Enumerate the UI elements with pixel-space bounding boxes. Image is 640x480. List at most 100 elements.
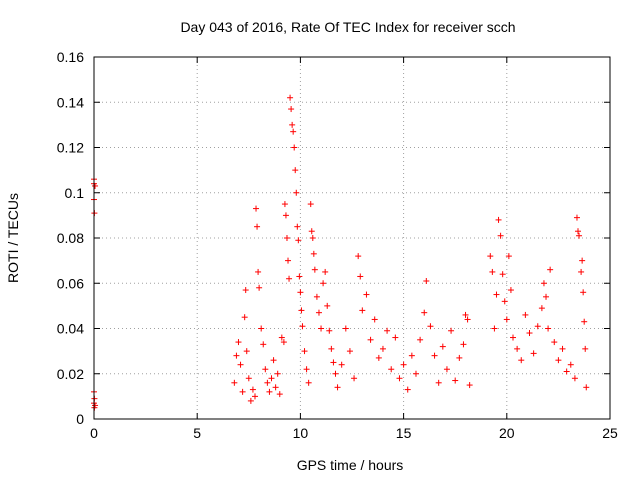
- data-point: [579, 258, 585, 264]
- x-tick-label: 10: [293, 425, 309, 441]
- data-point: [489, 269, 495, 275]
- data-point: [285, 258, 291, 264]
- data-point: [582, 346, 588, 352]
- data-point: [384, 328, 390, 334]
- data-point: [539, 305, 545, 311]
- y-tick-label: 0.1: [65, 185, 85, 201]
- data-point: [456, 355, 462, 361]
- data-point: [355, 253, 361, 259]
- data-point: [294, 224, 300, 230]
- plot-frame: [94, 57, 610, 419]
- data-point: [309, 228, 315, 234]
- data-point: [306, 380, 312, 386]
- data-point: [343, 326, 349, 332]
- data-point: [302, 348, 308, 354]
- data-point: [467, 382, 473, 388]
- chart-title: Day 043 of 2016, Rate Of TEC Index for r…: [180, 19, 515, 35]
- y-tick-label: 0.04: [57, 321, 84, 337]
- y-tick-label: 0: [76, 411, 84, 427]
- data-point: [290, 129, 296, 135]
- data-point: [282, 201, 288, 207]
- data-point: [318, 326, 324, 332]
- data-point: [260, 341, 266, 347]
- data-point: [243, 287, 249, 293]
- data-point: [535, 323, 541, 329]
- data-point: [510, 335, 516, 341]
- data-point: [256, 285, 262, 291]
- data-point: [287, 95, 293, 101]
- data-point: [269, 375, 275, 381]
- data-point: [235, 339, 241, 345]
- data-point: [339, 362, 345, 368]
- data-point: [322, 269, 328, 275]
- data-point: [502, 298, 508, 304]
- data-point: [324, 303, 330, 309]
- data-point: [292, 167, 298, 173]
- data-point: [583, 384, 589, 390]
- data-point: [332, 371, 338, 377]
- data-point: [432, 353, 438, 359]
- data-point: [275, 371, 281, 377]
- data-point: [444, 366, 450, 372]
- data-point: [238, 362, 244, 368]
- x-tick-label: 20: [499, 425, 515, 441]
- data-point: [304, 366, 310, 372]
- data-point: [297, 289, 303, 295]
- axis-ticks: 0 5 10 15 20 25 0 0.02 0.04 0.06 0.08 0.1 0.12 0.14 0.…: [57, 49, 618, 441]
- data-point: [295, 237, 301, 243]
- data-point: [296, 273, 302, 279]
- y-axis-label: ROTI / TECUs: [5, 193, 21, 283]
- data-point: [308, 201, 314, 207]
- data-point: [491, 326, 497, 332]
- data-point: [448, 328, 454, 334]
- data-point: [496, 217, 502, 223]
- data-point: [405, 387, 411, 393]
- data-point: [293, 190, 299, 196]
- data-point: [508, 287, 514, 293]
- x-axis-label: GPS time / hours: [297, 457, 404, 473]
- y-tick-label: 0.06: [57, 275, 84, 291]
- y-tick-label: 0.02: [57, 366, 84, 382]
- data-point: [376, 355, 382, 361]
- data-point: [576, 233, 582, 239]
- data-point: [504, 316, 510, 322]
- data-point: [289, 122, 295, 128]
- data-point: [527, 330, 533, 336]
- data-point: [273, 384, 279, 390]
- data-point: [568, 362, 574, 368]
- y-tick-label: 0.14: [57, 94, 84, 110]
- data-point: [316, 310, 322, 316]
- data-point: [311, 251, 317, 257]
- data-point: [254, 224, 260, 230]
- data-point: [372, 316, 378, 322]
- x-tick-label: 25: [602, 425, 618, 441]
- data-point: [286, 276, 292, 282]
- data-point: [560, 346, 566, 352]
- data-point: [522, 312, 528, 318]
- data-point: [531, 350, 537, 356]
- data-point: [575, 228, 581, 234]
- data-point: [545, 326, 551, 332]
- data-point: [231, 380, 237, 386]
- data-point: [330, 359, 336, 365]
- data-point: [335, 384, 341, 390]
- data-point: [264, 380, 270, 386]
- data-point: [299, 323, 305, 329]
- data-point: [413, 371, 419, 377]
- data-point: [543, 294, 549, 300]
- data-point: [452, 378, 458, 384]
- data-point: [266, 389, 272, 395]
- data-point: [574, 215, 580, 221]
- data-point: [326, 328, 332, 334]
- data-point: [436, 380, 442, 386]
- data-point: [233, 353, 239, 359]
- data-point: [409, 353, 415, 359]
- data-point: [547, 267, 553, 273]
- y-tick-label: 0.16: [57, 49, 84, 65]
- data-point: [578, 269, 584, 275]
- data-point: [401, 362, 407, 368]
- data-point: [580, 289, 586, 295]
- x-tick-label: 0: [90, 425, 98, 441]
- x-tick-label: 15: [396, 425, 412, 441]
- data-point: [250, 387, 256, 393]
